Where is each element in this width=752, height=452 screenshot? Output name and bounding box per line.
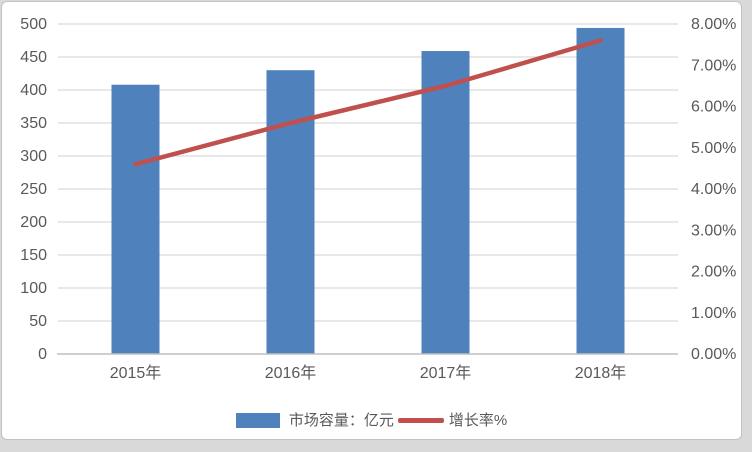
left-axis-tick-label: 150	[20, 247, 47, 264]
x-axis-label-2018年: 2018年	[575, 364, 627, 382]
bar-2017年[interactable]	[421, 51, 470, 355]
right-axis-tick-label: 1.00%	[691, 305, 736, 322]
bar-2016年[interactable]	[266, 70, 315, 354]
legend-label-market-capacity: 市场容量：亿元	[288, 411, 394, 429]
chart-legend: 市场容量：亿元 增长率%	[2, 405, 741, 435]
right-axis-tick-label: 8.00%	[691, 16, 736, 33]
right-axis-tick-label: 6.00%	[691, 99, 736, 116]
x-axis-label-2015年: 2015年	[110, 364, 162, 382]
left-axis-tick-label: 0	[38, 346, 47, 363]
right-axis-tick-label: 4.00%	[691, 181, 736, 198]
right-axis-tick-label: 5.00%	[691, 140, 736, 157]
left-axis-tick-label: 300	[20, 148, 47, 165]
right-axis-tick-label: 3.00%	[691, 222, 736, 239]
left-axis-tick-label: 100	[20, 280, 47, 297]
chart-area: 0 50 100 150 200 250 300 350 400 450 500 0.00% 1.00%…	[1, 1, 742, 440]
legend-item-market-capacity[interactable]: 市场容量：亿元	[235, 411, 394, 429]
left-axis-tick-label: 50	[29, 313, 47, 330]
bar-2015年[interactable]	[111, 84, 160, 354]
left-axis-tick-label: 250	[20, 181, 47, 198]
legend-label-growth-rate: 增长率%	[448, 411, 508, 429]
bar-2018年[interactable]	[576, 27, 625, 355]
right-axis-tick-label: 2.00%	[691, 264, 736, 281]
x-axis-label-2017年: 2017年	[420, 364, 472, 382]
left-axis-tick-label: 500	[20, 16, 47, 33]
left-axis-tick-label: 450	[20, 49, 47, 66]
right-axis-tick-label: 7.00%	[691, 57, 736, 74]
left-axis-tick-label: 400	[20, 82, 47, 99]
growth-rate-line[interactable]	[133, 38, 603, 167]
left-axis-tick-label: 350	[20, 115, 47, 132]
right-axis-tick-label: 0.00%	[691, 346, 736, 363]
legend-swatch-market-capacity	[235, 412, 280, 428]
left-axis-tick-label: 200	[20, 214, 47, 231]
legend-swatch-growth-rate	[397, 417, 444, 423]
x-axis-label-2016年: 2016年	[265, 364, 317, 382]
legend-item-growth-rate[interactable]: 增长率%	[397, 411, 508, 429]
combo-chart-plot: 0 50 100 150 200 250 300 350 400 450 500 0.00% 1.00%…	[20, 16, 736, 382]
